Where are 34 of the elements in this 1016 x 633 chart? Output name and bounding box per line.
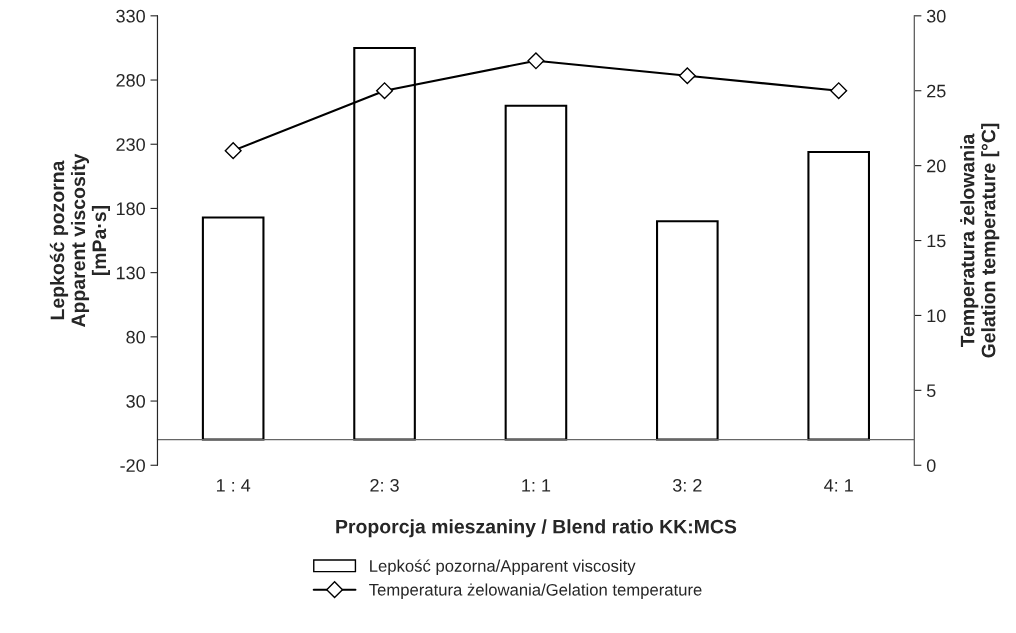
bar — [656, 220, 719, 441]
x-tick-label: 3: 2 — [672, 478, 702, 492]
y2-tick-label: 10 — [927, 309, 946, 323]
y2-tick-label: 0 — [926, 459, 936, 472]
x-tick-label: 4: 1 — [824, 479, 853, 492]
point — [678, 67, 696, 85]
y2-tick-label: 5 — [926, 384, 936, 398]
y2-axis-title: Temperatura żelowania Gelation temperature [°C] — [960, 123, 1000, 358]
point — [224, 142, 242, 160]
y-tick-label: 80 — [126, 330, 145, 344]
point — [376, 82, 394, 100]
y-tick-label: 330 — [116, 9, 145, 23]
x-tick-label: 2: 3 — [370, 478, 399, 492]
y2-tick-label: 15 — [927, 234, 946, 248]
x-tick-label: 1: 1 — [522, 479, 551, 492]
point — [830, 82, 848, 100]
y2-tick-label: 25 — [927, 84, 946, 98]
legend-label: Temperatura żelowania/Gelation temperature — [369, 583, 702, 599]
y-tick-label: -20 — [120, 459, 145, 472]
y-tick-label: 130 — [116, 266, 145, 280]
y-axis-title: Lepkość pozorna Apparent viscosity [mPa·s] — [49, 153, 110, 328]
y-tick-label: 230 — [116, 138, 145, 151]
bar — [201, 216, 265, 441]
x-tick-label: 1 : 4 — [216, 479, 251, 492]
legend-label: Lepkość pozorna/Apparent viscosity — [370, 559, 636, 576]
bar — [807, 150, 871, 441]
y-tick-label: 180 — [116, 202, 145, 216]
y2-tick-label: 30 — [926, 9, 946, 23]
bar — [504, 104, 568, 441]
x-axis-title: Proporcja mieszaniny / Blend ratio KK:MCS — [336, 519, 737, 538]
y2-tick-label: 20 — [927, 159, 946, 173]
y-tick-label: 30 — [126, 394, 145, 408]
point — [527, 52, 545, 70]
y-tick-label: 280 — [116, 73, 145, 87]
